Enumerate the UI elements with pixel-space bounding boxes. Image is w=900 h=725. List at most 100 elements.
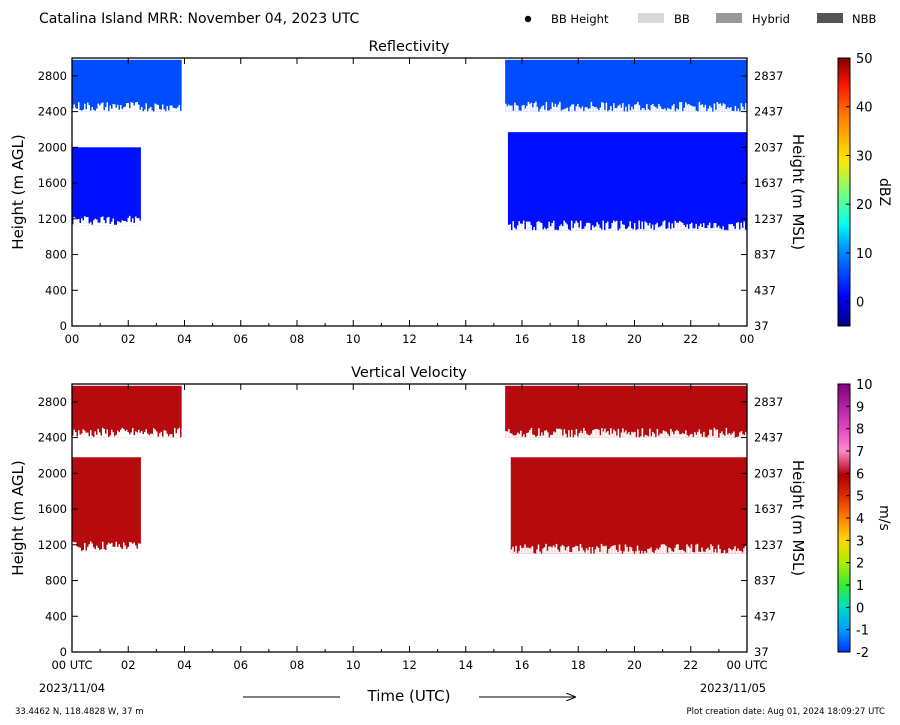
echo-edge-gap bbox=[686, 104, 689, 112]
echo-edge-gap bbox=[643, 108, 645, 112]
echo-edge-gap bbox=[521, 548, 523, 554]
echo-edge-gap bbox=[533, 226, 535, 231]
echo-edge-gap bbox=[165, 430, 167, 438]
echo-region bbox=[505, 59, 749, 112]
echo-edge-gap bbox=[620, 220, 622, 231]
echo-edge-gap bbox=[704, 104, 707, 112]
echo-edge-gap bbox=[641, 550, 643, 554]
x-tick-label: 02 bbox=[121, 332, 136, 346]
echo-edge-gap bbox=[97, 103, 99, 112]
echo-edge-gap bbox=[527, 101, 530, 112]
reflectivity-ylabel-right: Height (m MSL) bbox=[789, 134, 807, 250]
echo-region-fill bbox=[72, 385, 182, 438]
echo-edge-gap bbox=[715, 429, 717, 438]
echo-edge-gap bbox=[144, 431, 146, 438]
echo-edge-gap bbox=[559, 428, 561, 438]
echo-edge-gap bbox=[515, 545, 517, 554]
echo-edge-gap bbox=[671, 431, 674, 438]
echo-edge-gap bbox=[509, 105, 512, 112]
echo-edge-gap bbox=[663, 220, 666, 231]
echo-edge-gap bbox=[539, 108, 542, 112]
echo-edge-gap bbox=[685, 102, 687, 112]
echo-edge-gap bbox=[106, 544, 108, 552]
echo-edge-gap bbox=[96, 434, 98, 438]
y-tick-label: 0 bbox=[60, 319, 67, 333]
reflectivity-colorbar-ticks: 0 10 20 30 40 50 bbox=[846, 52, 873, 311]
echo-edge-gap bbox=[524, 544, 526, 554]
echo-edge-gap bbox=[597, 224, 600, 231]
echo-edge-gap bbox=[515, 434, 518, 438]
echo-edge-gap bbox=[84, 103, 86, 112]
echo-edge-gap bbox=[111, 221, 113, 226]
echo-edge-gap bbox=[689, 548, 691, 554]
echo-edge-gap bbox=[725, 427, 728, 438]
echo-edge-gap bbox=[580, 108, 582, 112]
echo-edge-gap bbox=[168, 110, 170, 112]
echo-edge-gap bbox=[715, 109, 717, 112]
echo-edge-gap bbox=[595, 106, 597, 112]
echo-edge-gap bbox=[704, 436, 707, 438]
echo-edge-gap bbox=[553, 106, 555, 112]
echo-edge-gap bbox=[671, 105, 674, 112]
echo-edge-gap bbox=[605, 545, 607, 554]
echo-edge-gap bbox=[117, 546, 119, 552]
echo-edge-gap bbox=[629, 110, 632, 112]
echo-edge-gap bbox=[570, 220, 573, 231]
colorbar-tick-label: 0 bbox=[856, 296, 864, 311]
echo-edge-gap bbox=[551, 102, 554, 112]
echo-edge-gap bbox=[727, 106, 729, 112]
echo-edge-gap bbox=[123, 428, 125, 438]
echo-edge-gap bbox=[136, 218, 138, 226]
echo-edge-gap bbox=[579, 220, 582, 231]
echo-edge-gap bbox=[694, 432, 696, 438]
echo-edge-gap bbox=[660, 225, 663, 231]
echo-edge-gap bbox=[614, 431, 617, 438]
echo-edge-gap bbox=[99, 222, 101, 226]
x-tick-label: 08 bbox=[290, 332, 305, 346]
echo-edge-gap bbox=[650, 436, 653, 438]
echo-edge-gap bbox=[601, 428, 603, 438]
echo-edge-gap bbox=[517, 105, 519, 112]
colorbar-tick-label: 7 bbox=[856, 445, 864, 460]
echo-edge-gap bbox=[614, 108, 617, 112]
echo-edge-gap bbox=[679, 434, 681, 438]
echo-edge-gap bbox=[669, 548, 672, 554]
echo-edge-gap bbox=[108, 111, 110, 112]
echo-edge-gap bbox=[554, 229, 556, 231]
echo-edge-gap bbox=[166, 106, 168, 112]
echo-edge-gap bbox=[680, 549, 682, 554]
echo-edge-gap bbox=[123, 220, 125, 226]
y-right-tick-label: 2837 bbox=[754, 69, 783, 83]
echo-edge-gap bbox=[593, 227, 595, 231]
echo-edge-gap bbox=[723, 550, 726, 554]
echo-edge-gap bbox=[106, 217, 108, 226]
echo-edge-gap bbox=[599, 227, 601, 231]
echo-edge-gap bbox=[548, 546, 550, 554]
echo-edge-gap bbox=[662, 544, 664, 554]
echo-edge-gap bbox=[586, 433, 588, 438]
echo-edge-gap bbox=[130, 102, 132, 112]
reflectivity-data bbox=[72, 59, 749, 231]
echo-edge-gap bbox=[599, 435, 602, 438]
echo-edge-gap bbox=[553, 431, 555, 438]
echo-edge-gap bbox=[596, 222, 598, 231]
echo-edge-gap bbox=[151, 433, 153, 438]
echo-edge-gap bbox=[590, 101, 593, 112]
colorbar-tick-label: 3 bbox=[856, 534, 864, 549]
echo-edge-gap bbox=[671, 550, 673, 554]
echo-edge-gap bbox=[670, 428, 672, 438]
echo-edge-gap bbox=[698, 226, 700, 231]
echo-edge-gap bbox=[529, 430, 531, 438]
echo-edge-gap bbox=[99, 105, 101, 112]
x-tick-label: 00 UTC bbox=[51, 658, 92, 672]
echo-edge-gap bbox=[175, 433, 177, 438]
echo-edge-gap bbox=[608, 434, 611, 438]
echo-edge-gap bbox=[554, 103, 557, 112]
echo-edge-gap bbox=[706, 111, 708, 112]
echo-edge-gap bbox=[620, 550, 622, 554]
echo-edge-gap bbox=[106, 429, 108, 438]
velocity-ylabel: Height (m AGL) bbox=[9, 460, 27, 575]
echo-edge-gap bbox=[108, 542, 110, 552]
echo-edge-gap bbox=[538, 428, 540, 438]
echo-edge-gap bbox=[177, 429, 179, 438]
